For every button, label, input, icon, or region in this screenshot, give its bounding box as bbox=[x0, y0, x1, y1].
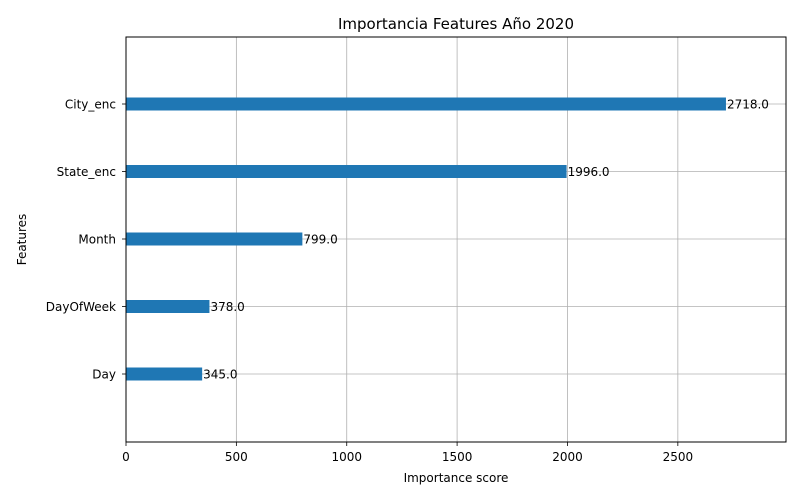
bar-value-label: 2718.0 bbox=[727, 98, 769, 112]
bar-layer bbox=[126, 97, 726, 381]
bar-value-label: 378.0 bbox=[210, 300, 244, 314]
bar bbox=[126, 232, 303, 246]
x-tick-label: 1000 bbox=[331, 450, 362, 464]
x-tick-label: 1500 bbox=[442, 450, 473, 464]
y-tick-label: Month bbox=[78, 233, 116, 247]
bar-value-label: 1996.0 bbox=[568, 165, 610, 179]
x-tick-label: 2500 bbox=[663, 450, 694, 464]
y-tick-label: City_enc bbox=[65, 98, 116, 112]
x-tick-label: 500 bbox=[225, 450, 248, 464]
plot-frame bbox=[125, 36, 787, 443]
y-tick-label: DayOfWeek bbox=[46, 300, 116, 314]
x-tick-label: 2000 bbox=[552, 450, 583, 464]
bar bbox=[126, 367, 203, 381]
chart-title: Importancia Features Año 2020 bbox=[338, 15, 574, 33]
bar-value-label: 799.0 bbox=[303, 233, 337, 247]
bar bbox=[126, 300, 210, 313]
x-axis-label: Importance score bbox=[404, 471, 509, 485]
y-tick-label: State_enc bbox=[57, 165, 116, 179]
tick-layer: 0 500 1000 1500 2000 2500 City_enc State_enc Mon… bbox=[46, 98, 693, 465]
bar bbox=[126, 97, 726, 111]
y-axis-label: Features bbox=[15, 214, 29, 266]
label-layer: 2718.0 1996.0 799.0 378.0 345.0 bbox=[203, 98, 769, 382]
x-tick-label: 0 bbox=[122, 450, 130, 464]
bar-value-label: 345.0 bbox=[203, 368, 237, 382]
bar bbox=[126, 165, 567, 178]
y-tick-label: Day bbox=[92, 368, 116, 382]
